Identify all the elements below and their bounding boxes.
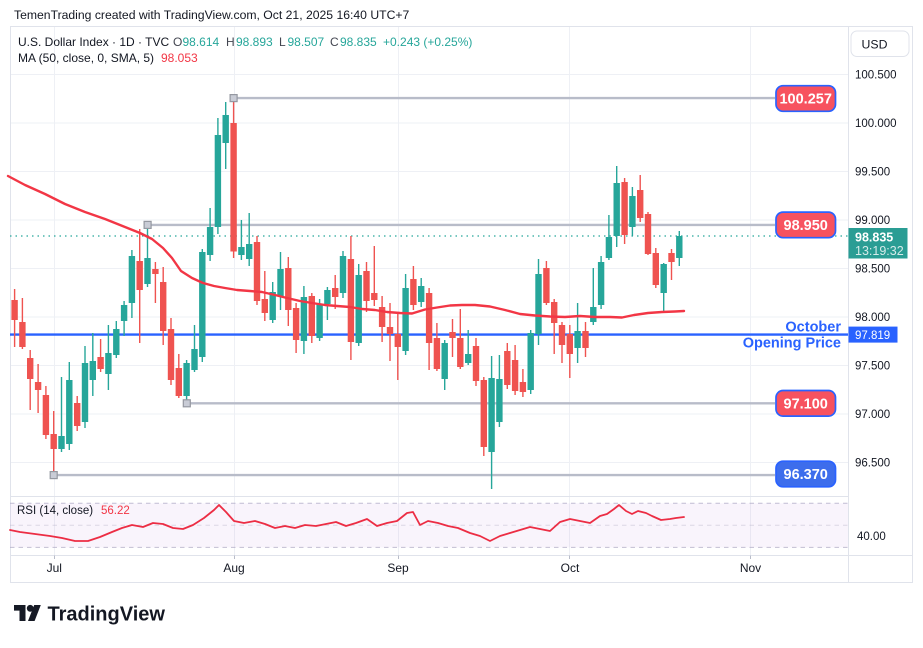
svg-text:97.819: 97.819 <box>855 330 890 342</box>
svg-text:100.500: 100.500 <box>855 70 897 82</box>
svg-text:40.00: 40.00 <box>857 531 886 543</box>
svg-text:TemenTrading created with Trad: TemenTrading created with TradingView.co… <box>14 8 410 22</box>
svg-text:99.000: 99.000 <box>855 215 890 227</box>
svg-text:96.500: 96.500 <box>855 458 890 470</box>
svg-text:96.370: 96.370 <box>784 467 828 483</box>
svg-text:98.500: 98.500 <box>855 264 890 276</box>
svg-text:Sep: Sep <box>387 561 409 575</box>
svg-text:L: L <box>279 35 286 49</box>
svg-text:U.S. Dollar Index · 1D · TVC: U.S. Dollar Index · 1D · TVC <box>18 35 169 49</box>
svg-text:Aug: Aug <box>223 561 244 575</box>
svg-text:Oct: Oct <box>561 561 580 575</box>
svg-text:98.000: 98.000 <box>855 312 890 324</box>
svg-text:C: C <box>330 35 339 49</box>
svg-text:+0.243 (+0.25%): +0.243 (+0.25%) <box>383 35 472 49</box>
svg-text:98.835: 98.835 <box>855 231 893 245</box>
svg-text:Jul: Jul <box>47 561 62 575</box>
svg-text:October: October <box>785 320 841 336</box>
svg-text:O: O <box>173 35 182 49</box>
svg-text:USD: USD <box>862 38 888 52</box>
svg-text:97.100: 97.100 <box>784 397 828 413</box>
svg-text:98.053: 98.053 <box>161 51 198 65</box>
svg-text:99.500: 99.500 <box>855 167 890 179</box>
svg-text:98.893: 98.893 <box>236 35 273 49</box>
svg-text:TradingView: TradingView <box>48 604 166 626</box>
svg-text:98.614: 98.614 <box>183 35 220 49</box>
svg-text:100.000: 100.000 <box>855 118 897 130</box>
svg-text:Opening Price: Opening Price <box>743 336 841 352</box>
svg-text:98.950: 98.950 <box>784 218 828 234</box>
svg-text:98.835: 98.835 <box>340 35 377 49</box>
svg-text:RSI (14, close): RSI (14, close) <box>17 505 93 517</box>
svg-text:100.257: 100.257 <box>779 92 831 108</box>
svg-text:MA (50, close, 0, SMA, 5): MA (50, close, 0, SMA, 5) <box>18 51 154 65</box>
svg-text:Nov: Nov <box>740 561 761 575</box>
svg-text:56.22: 56.22 <box>101 505 130 517</box>
svg-text:97.000: 97.000 <box>855 409 890 421</box>
svg-text:13:19:32: 13:19:32 <box>855 244 904 258</box>
svg-text:97.500: 97.500 <box>855 361 890 373</box>
svg-text:H: H <box>226 35 235 49</box>
svg-text:98.507: 98.507 <box>288 35 325 49</box>
